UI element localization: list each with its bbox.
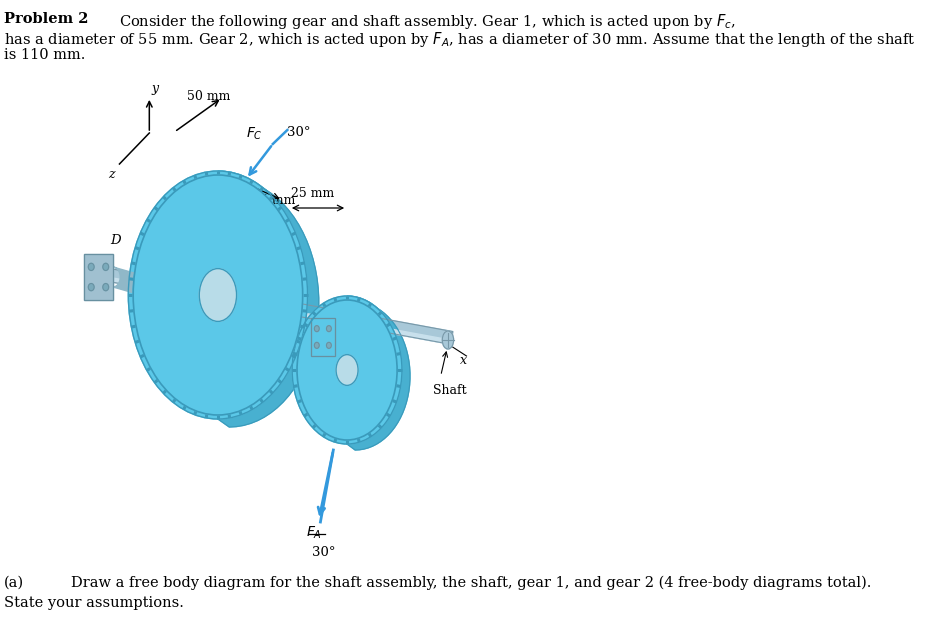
Circle shape bbox=[103, 263, 109, 271]
Text: has a diameter of 55 mm. Gear 2, which is acted upon by $F_A$, has a diameter of: has a diameter of 55 mm. Gear 2, which i… bbox=[4, 30, 916, 49]
Polygon shape bbox=[92, 274, 452, 345]
Text: State your assumptions.: State your assumptions. bbox=[4, 596, 184, 610]
Text: Draw a free body diagram for the shaft assembly, the shaft, gear 1, and gear 2 (: Draw a free body diagram for the shaft a… bbox=[71, 576, 871, 591]
Text: $F_A$: $F_A$ bbox=[306, 525, 322, 541]
Bar bbox=[84, 254, 113, 300]
Text: 30°: 30° bbox=[312, 546, 336, 559]
Text: y: y bbox=[151, 82, 159, 95]
Circle shape bbox=[326, 343, 331, 348]
Circle shape bbox=[88, 263, 94, 271]
Bar bbox=[310, 318, 335, 356]
Polygon shape bbox=[113, 267, 141, 293]
Text: Shaft: Shaft bbox=[433, 384, 467, 397]
Text: $F_C$: $F_C$ bbox=[246, 126, 263, 142]
Text: x: x bbox=[460, 354, 467, 367]
Polygon shape bbox=[335, 329, 355, 350]
Text: 30°: 30° bbox=[288, 126, 311, 139]
Circle shape bbox=[103, 283, 109, 291]
Ellipse shape bbox=[133, 175, 303, 415]
Text: Consider the following gear and shaft assembly. Gear 1, which is acted upon by $: Consider the following gear and shaft as… bbox=[119, 12, 736, 31]
Text: Problem 2: Problem 2 bbox=[4, 12, 89, 26]
Text: 50 mm: 50 mm bbox=[187, 90, 231, 103]
Text: z: z bbox=[108, 168, 114, 181]
Text: 25 mm: 25 mm bbox=[290, 187, 334, 200]
Circle shape bbox=[314, 326, 319, 332]
Circle shape bbox=[314, 343, 319, 348]
Ellipse shape bbox=[200, 269, 236, 321]
Polygon shape bbox=[218, 171, 319, 427]
Text: is 110 mm.: is 110 mm. bbox=[4, 48, 85, 62]
Bar bbox=[84, 254, 113, 300]
Ellipse shape bbox=[443, 331, 453, 349]
Circle shape bbox=[326, 326, 331, 332]
Text: 35 mm: 35 mm bbox=[252, 194, 295, 207]
Text: (a): (a) bbox=[4, 576, 25, 590]
Bar bbox=[310, 318, 335, 356]
Ellipse shape bbox=[297, 300, 397, 440]
Ellipse shape bbox=[336, 355, 359, 386]
Circle shape bbox=[88, 283, 94, 291]
Ellipse shape bbox=[292, 296, 402, 444]
Polygon shape bbox=[92, 266, 453, 345]
Text: D: D bbox=[111, 234, 121, 247]
Ellipse shape bbox=[129, 171, 307, 419]
Text: B: B bbox=[312, 318, 322, 331]
Polygon shape bbox=[347, 296, 410, 450]
